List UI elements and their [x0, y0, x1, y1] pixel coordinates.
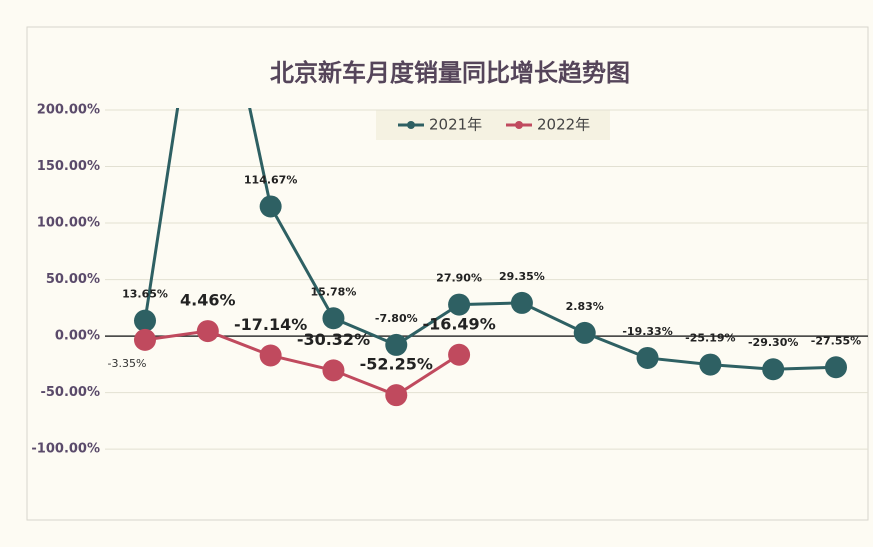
- data-point: [699, 353, 722, 376]
- y-tick-label: 50.00%: [46, 272, 100, 287]
- data-point: [448, 293, 471, 316]
- data-point: [448, 343, 471, 366]
- data-label: 2.83%: [566, 300, 604, 313]
- chart-frame: [26, 26, 869, 521]
- data-label: 13.65%: [122, 288, 168, 301]
- legend-label: 2021年: [429, 116, 482, 134]
- y-tick-label: 200.00%: [37, 103, 100, 118]
- data-point: [322, 307, 345, 330]
- data-point: [573, 321, 596, 344]
- data-point: [385, 333, 408, 356]
- data-label: -3.35%: [108, 357, 147, 370]
- y-tick-label: 0.00%: [55, 329, 100, 344]
- y-tick-label: -100.00%: [31, 442, 100, 457]
- data-point: [134, 328, 156, 351]
- data-point: [825, 356, 847, 379]
- plot: [134, 108, 847, 407]
- data-label: -16.49%: [422, 314, 495, 333]
- data-point: [196, 320, 219, 343]
- data-label: -19.33%: [622, 325, 672, 338]
- y-tick-label: 100.00%: [37, 216, 100, 231]
- data-label: -7.80%: [375, 312, 418, 325]
- data-point: [636, 346, 659, 369]
- data-point: [385, 384, 408, 407]
- chart-title: 北京新车月度销量同比增长趋势图: [270, 59, 630, 87]
- data-point: [134, 309, 156, 332]
- data-point: [762, 358, 785, 381]
- data-label: -17.14%: [234, 315, 307, 334]
- data-label: -29.30%: [748, 336, 798, 349]
- data-label: 27.90%: [436, 272, 482, 285]
- data-label: 29.35%: [499, 270, 545, 283]
- legend-marker: [407, 121, 415, 129]
- legend-label: 2022年: [537, 116, 590, 134]
- y-tick-label: 150.00%: [37, 159, 100, 174]
- data-label: -27.55%: [811, 334, 861, 347]
- legend-marker: [515, 121, 523, 129]
- data-label: -30.32%: [297, 330, 370, 349]
- data-point: [510, 291, 533, 314]
- data-label: -52.25%: [360, 355, 433, 374]
- data-point: [259, 195, 282, 218]
- data-point: [322, 359, 345, 382]
- data-label: -25.19%: [685, 332, 735, 345]
- data-label: 15.78%: [311, 285, 357, 298]
- data-label: 114.67%: [244, 173, 297, 186]
- data-label: 4.46%: [180, 291, 236, 310]
- y-tick-label: -50.00%: [40, 385, 100, 400]
- data-point: [259, 344, 282, 367]
